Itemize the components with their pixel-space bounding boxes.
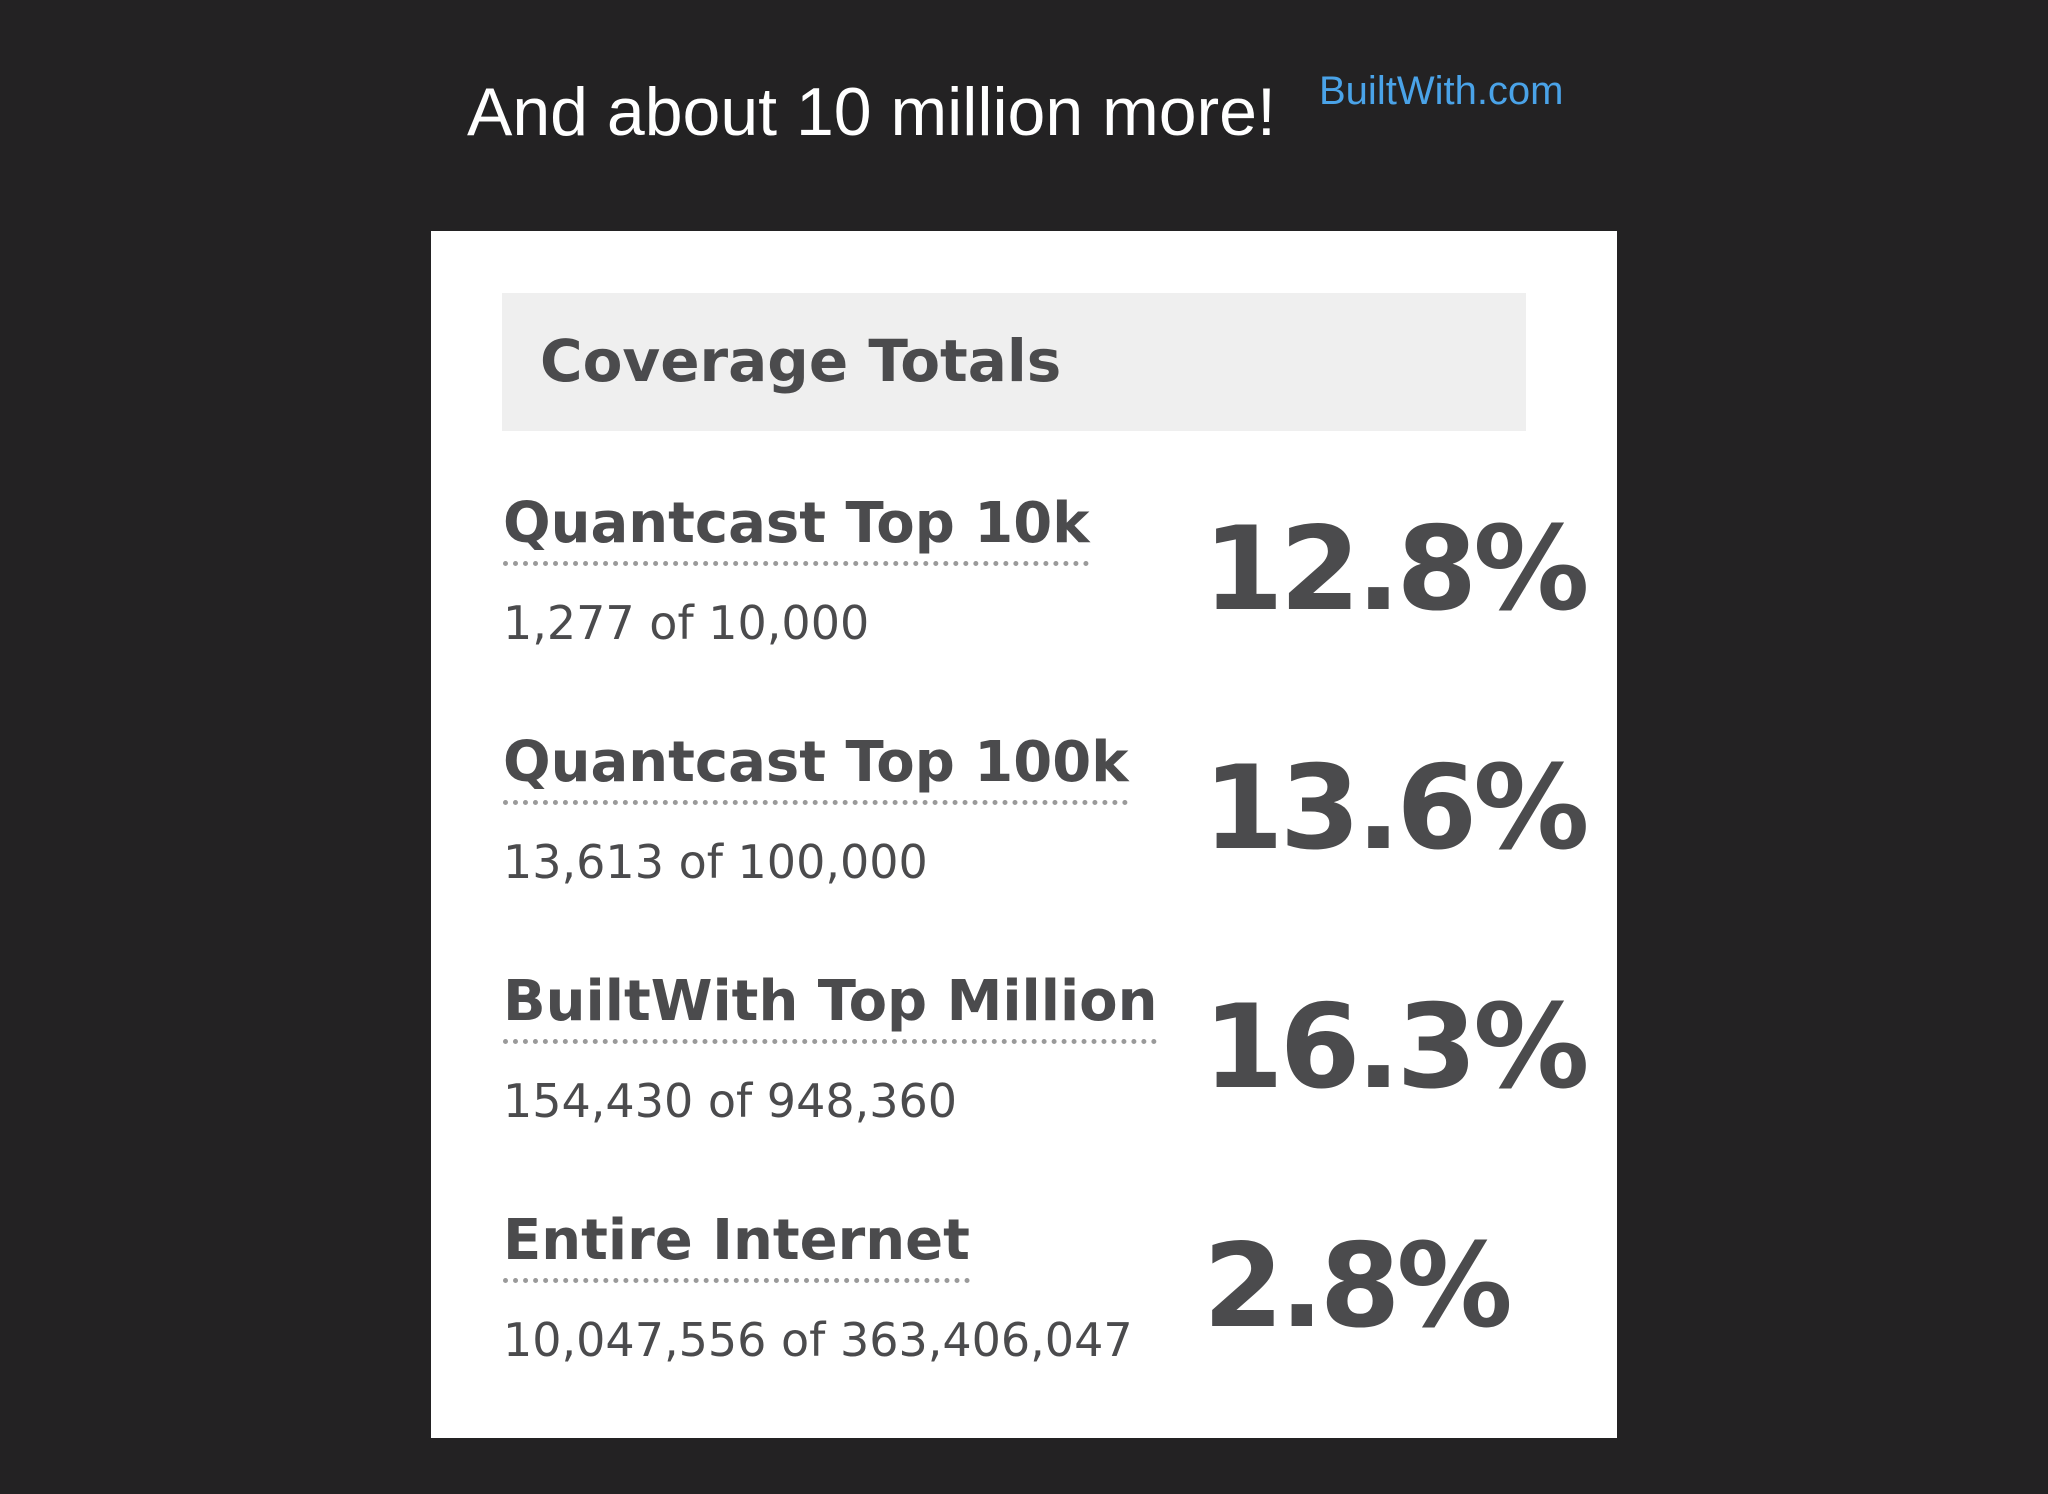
- coverage-row-quantcast-top-100k: Quantcast Top 100k 13,613 of 100,000 13.…: [503, 726, 1589, 926]
- coverage-totals-title: Coverage Totals: [540, 327, 1062, 395]
- coverage-row-entire-internet: Entire Internet 10,047,556 of 363,406,04…: [503, 1204, 1583, 1404]
- builtwith-source-link[interactable]: BuiltWith.com: [1319, 69, 1564, 113]
- coverage-row-label[interactable]: BuiltWith Top Million: [503, 965, 1158, 1044]
- coverage-row-count: 1,277 of 10,000: [503, 596, 870, 650]
- coverage-row-count: 10,047,556 of 363,406,047: [503, 1313, 1133, 1367]
- coverage-row-label[interactable]: Entire Internet: [503, 1204, 970, 1283]
- coverage-row-percent: 2.8%: [1203, 1219, 1513, 1354]
- coverage-row-count: 154,430 of 948,360: [503, 1074, 958, 1128]
- coverage-row-quantcast-top-10k: Quantcast Top 10k 1,277 of 10,000 12.8%: [503, 487, 1589, 687]
- coverage-row-count: 13,613 of 100,000: [503, 835, 928, 889]
- coverage-totals-header: Coverage Totals: [502, 293, 1526, 431]
- slide-headline: And about 10 million more!: [467, 74, 1276, 150]
- coverage-row-builtwith-top-million: BuiltWith Top Million 154,430 of 948,360…: [503, 965, 1589, 1165]
- coverage-row-percent: 12.8%: [1203, 502, 1589, 637]
- coverage-row-percent: 13.6%: [1203, 741, 1589, 876]
- coverage-row-percent: 16.3%: [1203, 980, 1589, 1115]
- coverage-row-label[interactable]: Quantcast Top 10k: [503, 487, 1090, 566]
- coverage-row-label[interactable]: Quantcast Top 100k: [503, 726, 1129, 805]
- coverage-totals-card: Coverage Totals Quantcast Top 10k 1,277 …: [431, 231, 1617, 1438]
